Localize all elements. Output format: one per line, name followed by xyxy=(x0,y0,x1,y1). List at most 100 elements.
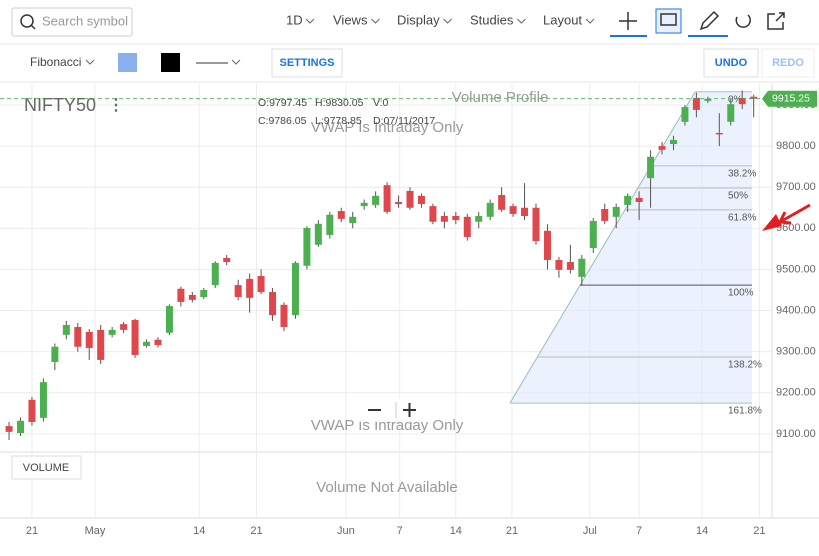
x-tick-label: 14 xyxy=(450,525,462,537)
y-tick-label: 9600.00 xyxy=(776,222,816,234)
candle-body xyxy=(372,195,380,205)
fib-label: 50% xyxy=(728,191,748,202)
candle-body xyxy=(5,426,13,432)
candle-body xyxy=(463,216,471,237)
candle-body xyxy=(601,208,609,221)
candle-body xyxy=(349,216,357,223)
candle-body xyxy=(337,211,345,219)
candle-body xyxy=(578,258,586,277)
candle-body xyxy=(452,215,460,221)
candle-body xyxy=(543,230,551,260)
volume-label: VOLUME xyxy=(23,462,69,474)
overlay-message: VWAP Is Intraday Only xyxy=(311,119,464,136)
y-tick-label: 9400.00 xyxy=(776,304,816,316)
candle-body xyxy=(509,206,517,214)
candle-body xyxy=(738,97,746,105)
annotation-icon xyxy=(660,13,677,26)
candle-body xyxy=(521,207,529,216)
candle-body xyxy=(669,139,677,145)
y-tick-label: 9100.00 xyxy=(776,428,816,440)
red-arrow-head xyxy=(762,214,782,231)
chevron xyxy=(443,18,452,24)
candle-body xyxy=(246,278,254,298)
volume-message: Volume Not Available xyxy=(316,479,457,496)
candle-body xyxy=(692,97,700,110)
y-tick-label: 9700.00 xyxy=(776,181,816,193)
ohlc-info: D:07/11/2017 xyxy=(373,115,435,127)
candle-body xyxy=(39,382,47,418)
menu[interactable]: Views xyxy=(333,12,368,27)
candle-body xyxy=(417,195,425,205)
candle-body xyxy=(85,331,93,348)
draw-icon[interactable] xyxy=(699,10,720,31)
fill-color-swatch[interactable] xyxy=(118,53,137,72)
candle-body xyxy=(624,195,632,205)
candle-body xyxy=(360,202,368,207)
overlay-message: Volume Profile xyxy=(452,89,549,106)
x-tick-label: 21 xyxy=(506,525,518,537)
candle-body xyxy=(223,257,231,263)
candle-body xyxy=(280,304,288,328)
undo-button[interactable] xyxy=(703,48,759,78)
popout-icon[interactable] xyxy=(767,12,785,30)
y-tick-label: 9300.00 xyxy=(776,346,816,358)
candle-body xyxy=(303,227,311,266)
candle-body xyxy=(589,220,597,249)
menu[interactable]: Studies xyxy=(470,12,514,27)
candle-body xyxy=(647,156,655,179)
line-color-swatch[interactable] xyxy=(161,53,180,72)
tool-select[interactable]: Fibonacci xyxy=(30,55,81,69)
chevron xyxy=(231,59,241,65)
candle-body xyxy=(612,206,620,217)
x-tick-label: Jul xyxy=(583,525,597,537)
candle-body xyxy=(143,341,151,346)
y-tick-label: 9200.00 xyxy=(776,387,816,399)
reset-icon[interactable] xyxy=(735,14,751,28)
candle-body xyxy=(234,285,242,297)
candle-body xyxy=(486,202,494,217)
menu[interactable]: Display xyxy=(397,12,440,27)
candle-body xyxy=(727,104,735,122)
undo-label: UNDO xyxy=(715,57,748,69)
candle-body xyxy=(383,185,391,212)
redo-button[interactable] xyxy=(761,48,815,78)
ohlc-info: H:9830.05 xyxy=(315,97,364,109)
x-tick-label: 7 xyxy=(636,525,642,537)
menu[interactable]: Layout xyxy=(543,12,582,27)
x-tick-label: 21 xyxy=(753,525,765,537)
candle-body xyxy=(62,324,70,335)
search-box[interactable] xyxy=(11,7,133,37)
candle-body xyxy=(566,262,574,270)
candle-body xyxy=(291,262,299,316)
chevron xyxy=(85,59,95,65)
candle-body xyxy=(704,98,712,101)
chevron xyxy=(585,18,595,24)
symbol-menu[interactable]: ⋮ xyxy=(108,97,124,114)
x-tick-label: 21 xyxy=(26,525,38,537)
fib-label: 61.8% xyxy=(728,212,756,223)
annotation-icon[interactable] xyxy=(655,8,682,34)
chevron xyxy=(517,18,526,24)
x-tick-label: Jun xyxy=(337,525,355,537)
settings-button[interactable] xyxy=(271,48,343,78)
candle-body xyxy=(406,190,414,208)
fib-label: 161.8% xyxy=(728,406,762,417)
candle-body xyxy=(326,214,334,235)
candle-body xyxy=(108,329,116,335)
candle-body xyxy=(120,324,128,330)
interval-menu[interactable]: 1D xyxy=(286,12,303,27)
candle-body xyxy=(715,132,723,135)
volume-button[interactable] xyxy=(11,455,82,480)
candle-body xyxy=(131,320,139,355)
candle-body xyxy=(257,276,265,293)
settings-label: SETTINGS xyxy=(279,57,334,69)
ohlc-info: V:0 xyxy=(373,97,389,109)
candle-body xyxy=(154,339,162,346)
last-price-tag xyxy=(762,90,817,107)
fib-fan-area xyxy=(510,92,752,403)
candle-body xyxy=(532,207,540,242)
x-tick-label: 7 xyxy=(397,525,403,537)
candle-body xyxy=(440,215,448,222)
symbol: NIFTY50 xyxy=(24,95,96,115)
